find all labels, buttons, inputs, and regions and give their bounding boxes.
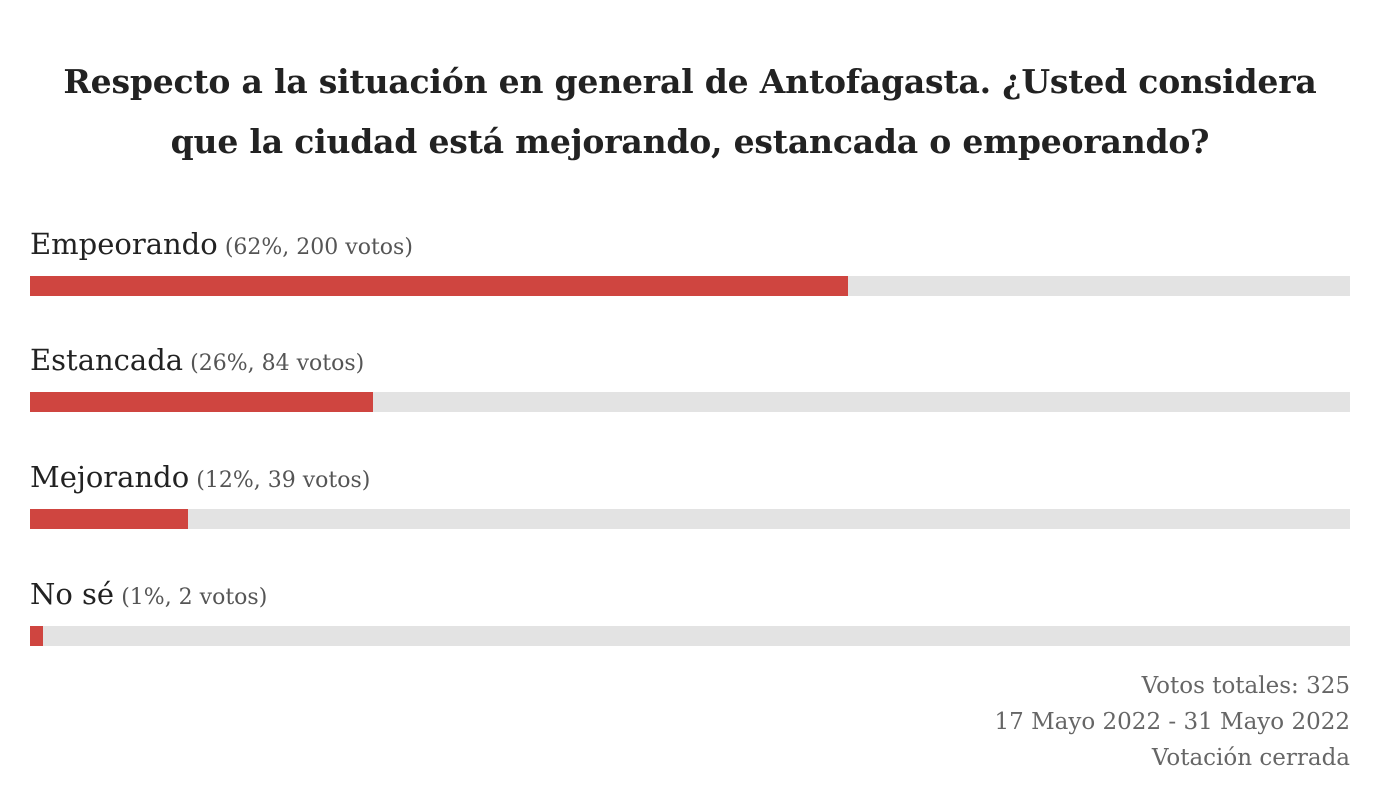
result-bar[interactable] [30,626,1350,646]
result-bar-fill [30,276,849,296]
option-header: Empeorando (62%, 200 votos) [30,224,413,269]
option-label: Empeorando [30,227,218,261]
date-range: 17 Mayo 2022 - 31 Mayo 2022 [994,709,1350,735]
poll-option-estancada: Estancada (26%, 84 votos) [30,340,1350,420]
result-bar[interactable] [30,509,1350,529]
option-label: No sé [30,577,115,611]
poll-question: Respecto a la situación en general de An… [63,62,1317,161]
option-label: Mejorando [30,460,190,494]
poll-option-no-se: No sé (1%, 2 votos) [30,574,1350,654]
poll-option-mejorando: Mejorando (12%, 39 votos) [30,457,1350,537]
poll-status: Votación cerrada [1151,745,1350,771]
result-bar-fill [30,626,44,646]
option-header: Mejorando (12%, 39 votos) [30,457,370,502]
option-header: Estancada (26%, 84 votos) [30,340,364,385]
total-votes: Votos totales: 325 [1141,673,1350,699]
result-bar-fill [30,392,374,412]
option-label: Estancada [30,343,184,377]
option-stats: (26%, 84 votos) [190,351,365,376]
option-header: No sé (1%, 2 votos) [30,574,267,619]
result-bar[interactable] [30,392,1350,412]
option-stats: (62%, 200 votos) [224,235,413,260]
option-stats: (12%, 39 votos) [196,468,371,493]
result-bar[interactable] [30,276,1350,296]
poll-footer: Votos totales: 325 17 Mayo 2022 - 31 May… [995,668,1350,776]
option-stats: (1%, 2 votos) [121,585,268,610]
poll-widget: Respecto a la situación en general de An… [30,0,1350,806]
poll-option-empeorando: Empeorando (62%, 200 votos) [30,224,1350,304]
result-bar-fill [30,509,189,529]
